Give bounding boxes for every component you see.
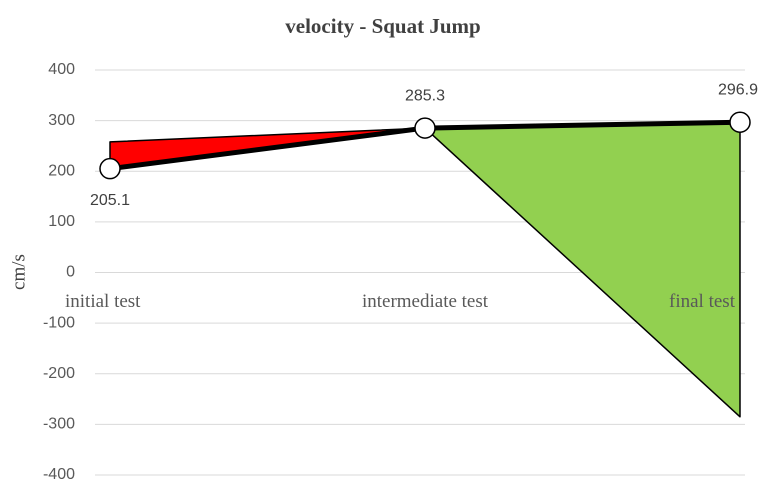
- x-tick-label: intermediate test: [362, 291, 489, 312]
- y-tick-label: -100: [43, 314, 75, 331]
- band-area: [424, 121, 741, 418]
- x-tick-label: final test: [669, 291, 736, 312]
- marker: [729, 111, 751, 133]
- marker: [99, 157, 121, 180]
- marker: [414, 117, 436, 139]
- data-label: 205.1: [90, 192, 130, 209]
- data-label: 285.3: [405, 87, 445, 104]
- chart-title: velocity - Squat Jump: [285, 14, 480, 38]
- y-tick-label: -300: [43, 416, 75, 433]
- y-tick-label: 0: [66, 264, 75, 281]
- y-tick-label: 200: [48, 162, 75, 179]
- y-tick-label: -400: [43, 466, 75, 481]
- y-tick-label: 300: [48, 112, 75, 129]
- y-tick-label: -200: [43, 365, 75, 382]
- data-label: 296.9: [718, 81, 758, 98]
- x-tick-label: initial test: [65, 291, 141, 312]
- y-axis-label: cm/s: [8, 254, 29, 290]
- y-tick-label: 400: [48, 61, 75, 78]
- y-tick-label: 100: [48, 213, 75, 230]
